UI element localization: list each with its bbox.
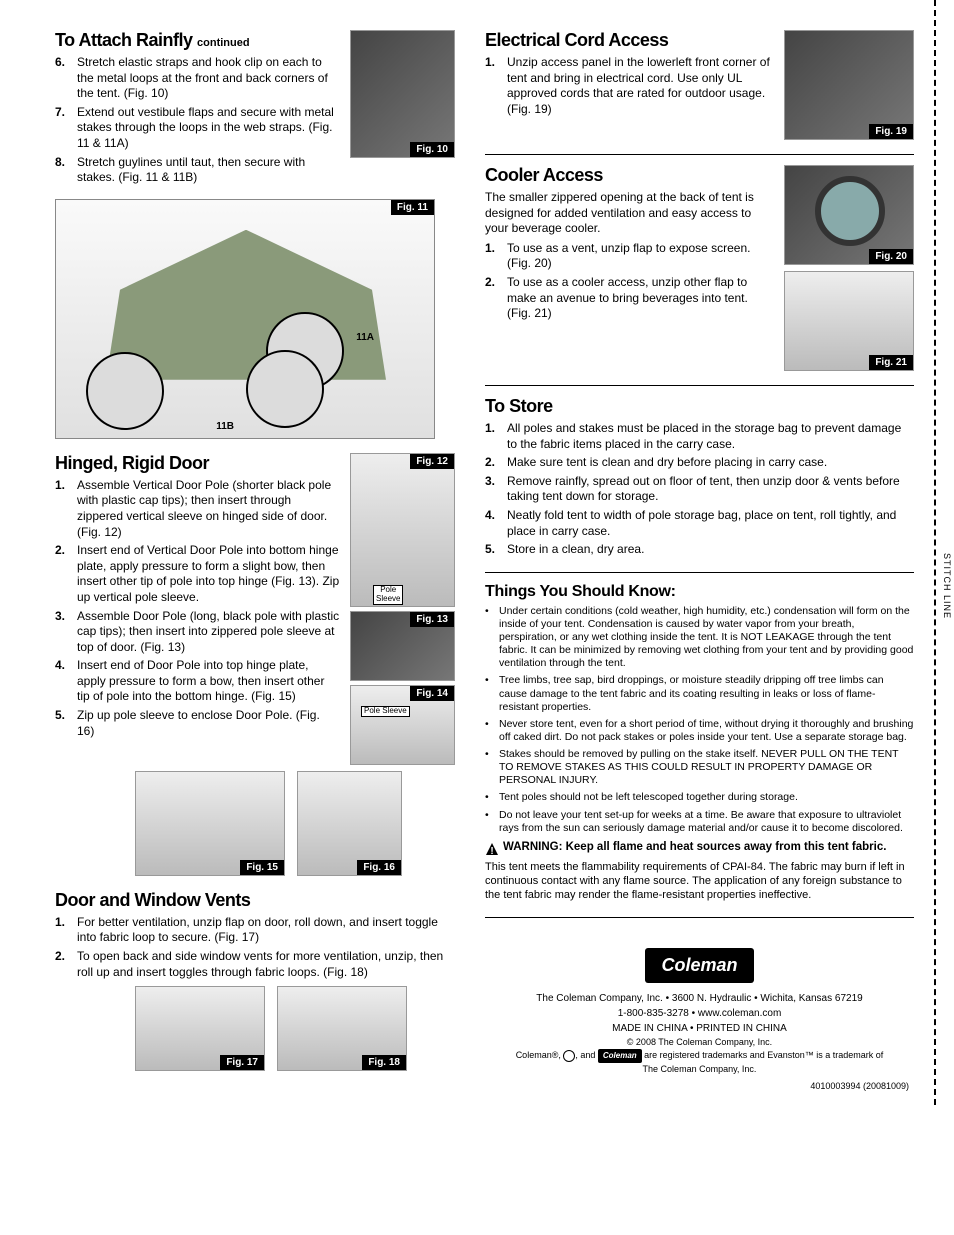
hinged-list: 1.Assemble Vertical Door Pole (shorter b… xyxy=(55,478,340,740)
rainfly-section: To Attach Rainfly continued 6.Stretch el… xyxy=(55,30,455,439)
warning-text: This tent meets the flammability require… xyxy=(485,860,914,903)
part-number: 4010003994 (20081009) xyxy=(810,1081,909,1091)
store-section: To Store 1.All poles and stakes must be … xyxy=(485,396,914,558)
footer-made: MADE IN CHINA • PRINTED IN CHINA xyxy=(485,1021,914,1036)
divider xyxy=(485,385,914,386)
stitch-line xyxy=(934,0,936,1105)
footer: Coleman The Coleman Company, Inc. • 3600… xyxy=(485,948,914,1077)
store-title: To Store xyxy=(485,396,914,417)
hinged-title: Hinged, Rigid Door xyxy=(55,453,340,474)
fig15: Fig. 15 xyxy=(135,771,285,876)
fig16: Fig. 16 xyxy=(297,771,402,876)
fig17: Fig. 17 xyxy=(135,986,265,1071)
fig21: Fig. 21 xyxy=(784,271,914,371)
rainfly-title: To Attach Rainfly continued xyxy=(55,30,340,51)
divider xyxy=(485,154,914,155)
hinged-section: Hinged, Rigid Door 1.Assemble Vertical D… xyxy=(55,453,455,876)
vents-section: Door and Window Vents 1.For better venti… xyxy=(55,890,455,1071)
know-section: Things You Should Know: •Under certain c… xyxy=(485,583,914,903)
elec-section: Electrical Cord Access 1.Unzip access pa… xyxy=(485,30,914,140)
stitch-label: STITCH LINE xyxy=(942,553,952,619)
vents-list: 1.For better ventilation, unzip flap on … xyxy=(55,915,455,980)
elec-title: Electrical Cord Access xyxy=(485,30,774,51)
fig20: Fig. 20 xyxy=(784,165,914,265)
fig10: Fig. 10 xyxy=(350,30,455,158)
footer-copy: © 2008 The Coleman Company, Inc. xyxy=(485,1036,914,1050)
vents-title: Door and Window Vents xyxy=(55,890,455,911)
fig18: Fig. 18 xyxy=(277,986,407,1071)
know-title: Things You Should Know: xyxy=(485,583,914,601)
store-list: 1.All poles and stakes must be placed in… xyxy=(485,421,914,558)
footer-addr: The Coleman Company, Inc. • 3600 N. Hydr… xyxy=(485,991,914,1006)
cooler-title: Cooler Access xyxy=(485,165,774,186)
cooler-section: Cooler Access The smaller zippered openi… xyxy=(485,165,914,371)
rainfly-list: 6.Stretch elastic straps and hook clip o… xyxy=(55,55,340,186)
page: To Attach Rainfly continued 6.Stretch el… xyxy=(55,30,914,1085)
right-column: Electrical Cord Access 1.Unzip access pa… xyxy=(485,30,914,1085)
fig11: Fig. 11 11A 11B xyxy=(55,199,435,439)
footer-phone: 1-800-835-3278 • www.coleman.com xyxy=(485,1006,914,1021)
fig14: Fig. 14 Pole Sleeve xyxy=(350,685,455,765)
know-list: •Under certain conditions (cold weather,… xyxy=(485,605,914,835)
fig19: Fig. 19 xyxy=(784,30,914,140)
svg-text:!: ! xyxy=(490,846,493,856)
divider xyxy=(485,917,914,918)
warning: ! WARNING: Keep all flame and heat sourc… xyxy=(485,841,914,856)
footer-tm: Coleman®, , and Coleman are registered t… xyxy=(485,1049,914,1063)
left-column: To Attach Rainfly continued 6.Stretch el… xyxy=(55,30,455,1085)
fig13: Fig. 13 xyxy=(350,611,455,681)
cooler-intro: The smaller zippered opening at the back… xyxy=(485,190,774,237)
fig12: Fig. 12 Pole Sleeve xyxy=(350,453,455,607)
cooler-list: 1.To use as a vent, unzip flap to expose… xyxy=(485,241,774,322)
coleman-logo: Coleman xyxy=(645,948,753,983)
divider xyxy=(485,572,914,573)
footer-tm2: The Coleman Company, Inc. xyxy=(485,1063,914,1077)
